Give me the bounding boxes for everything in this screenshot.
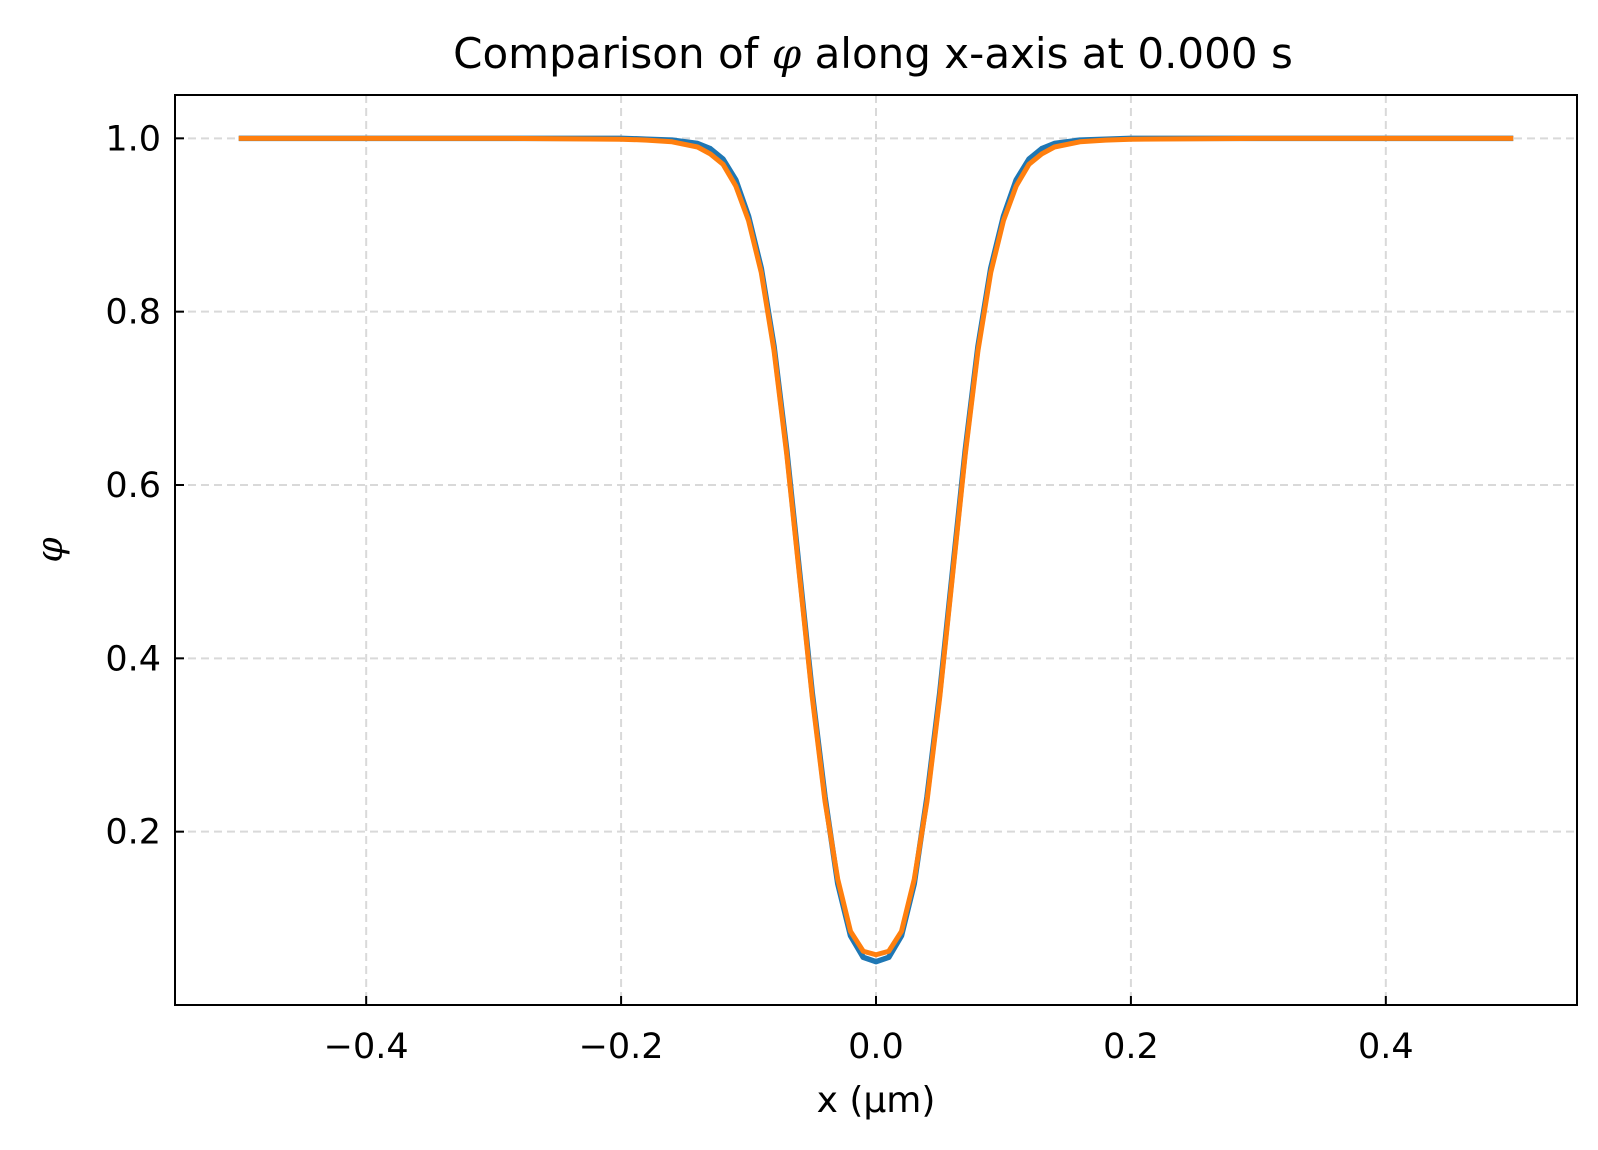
y-tick-label: 0.4 [105, 639, 161, 679]
x-tick-label: 0.4 [1358, 1027, 1414, 1067]
series-line-1 [238, 135, 1514, 965]
y-tick-label: 0.8 [105, 293, 161, 333]
ticks: −0.4 −0.2 0.0 0.2 0.4 0.2 0.4 0.6 0.8 1.0 [105, 119, 1413, 1067]
chart-title: Comparison of φ along x-axis at 0.000 s [453, 29, 1293, 78]
x-tick-label: 0.0 [848, 1027, 904, 1067]
series-layer [238, 135, 1514, 965]
series-line-2 [238, 135, 1514, 958]
grid [175, 95, 1577, 1005]
x-tick-label: 0.2 [1103, 1027, 1159, 1067]
y-tick-label: 0.2 [105, 813, 161, 853]
y-tick-label: 1.0 [105, 119, 161, 159]
x-tick-label: −0.4 [324, 1027, 409, 1067]
y-axis-label: φ [30, 537, 71, 563]
x-tick-label: −0.2 [579, 1027, 664, 1067]
x-axis-label: x (μm) [817, 1080, 936, 1121]
y-tick-label: 0.6 [105, 466, 161, 506]
